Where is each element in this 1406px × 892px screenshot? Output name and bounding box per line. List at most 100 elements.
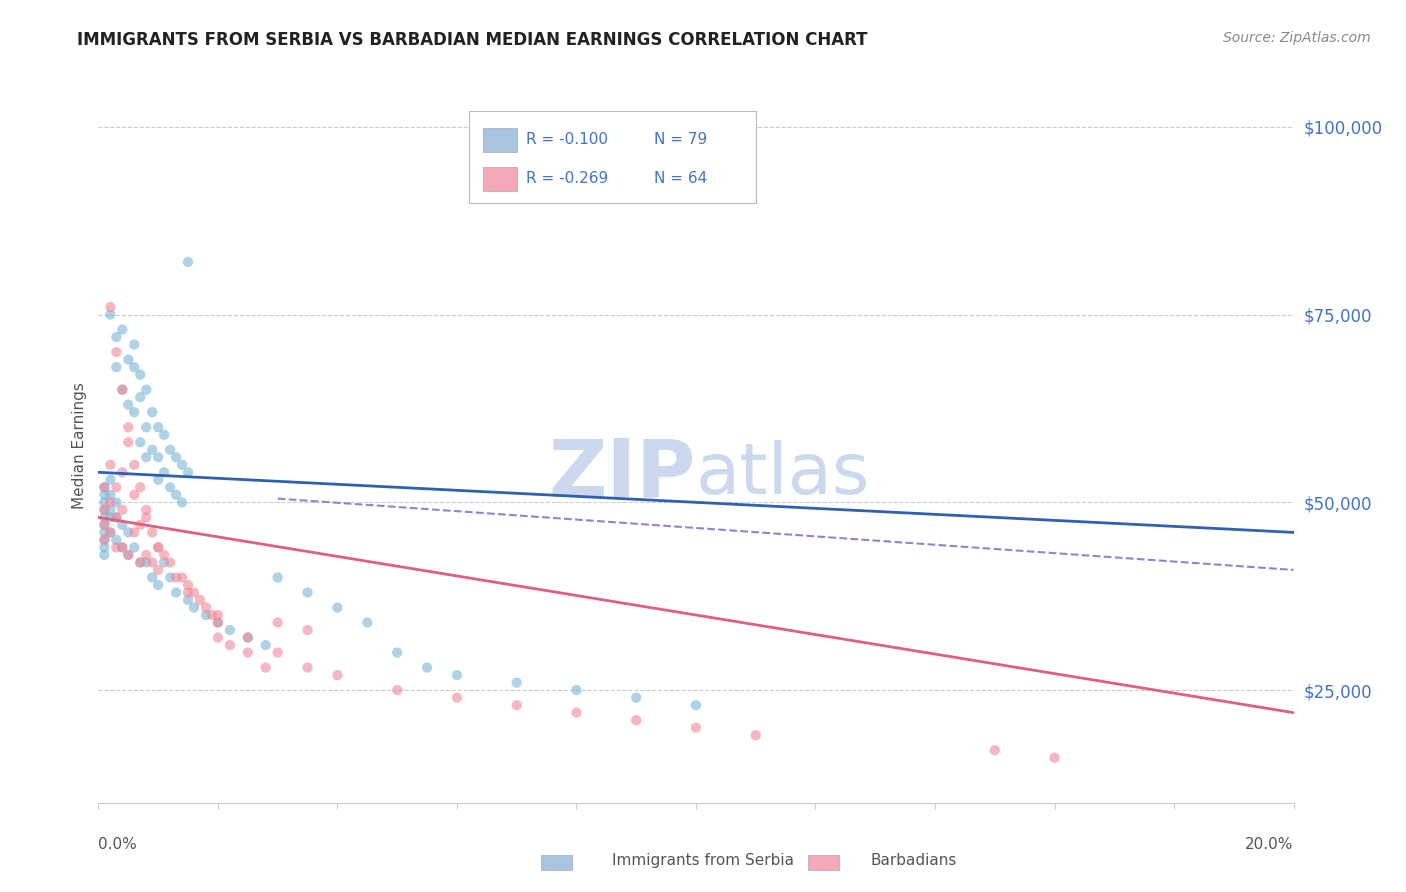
Point	[98, 473, 122, 487]
Point	[117, 525, 139, 540]
Point	[207, 615, 229, 630]
Point	[98, 503, 122, 517]
Point	[105, 495, 128, 509]
Point	[135, 450, 157, 465]
Point	[98, 495, 122, 509]
Point	[141, 405, 163, 419]
Point	[165, 570, 187, 584]
Point	[124, 405, 146, 419]
Point	[385, 646, 409, 660]
Point	[207, 631, 229, 645]
Point	[183, 585, 205, 599]
Point	[129, 435, 152, 450]
Bar	[484, 167, 517, 191]
Point	[111, 465, 134, 479]
Point	[105, 330, 128, 344]
Point	[385, 683, 409, 698]
Point	[117, 548, 139, 562]
Point	[105, 533, 128, 547]
Point	[141, 525, 163, 540]
Point	[111, 503, 134, 517]
Text: R = -0.100: R = -0.100	[526, 132, 609, 146]
Point	[98, 525, 122, 540]
Point	[165, 488, 187, 502]
Point	[98, 300, 122, 314]
Point	[93, 503, 115, 517]
Text: N = 64: N = 64	[654, 171, 707, 186]
Point	[98, 458, 122, 472]
Point	[148, 578, 170, 592]
Point	[165, 585, 187, 599]
Point	[626, 713, 648, 727]
Point	[141, 556, 163, 570]
Point	[105, 480, 128, 494]
Point	[177, 255, 200, 269]
Point	[159, 556, 181, 570]
Point	[207, 607, 229, 622]
Point	[506, 698, 529, 713]
Point	[93, 525, 115, 540]
Point	[129, 556, 152, 570]
Point	[254, 638, 277, 652]
Point	[326, 668, 349, 682]
Point	[124, 337, 146, 351]
Point	[135, 503, 157, 517]
Point	[117, 548, 139, 562]
Text: 0.0%: 0.0%	[98, 838, 138, 852]
Point	[219, 623, 242, 637]
Point	[219, 638, 242, 652]
Point	[159, 570, 181, 584]
Point	[129, 556, 152, 570]
Point	[297, 585, 319, 599]
Text: N = 79: N = 79	[654, 132, 707, 146]
Point	[93, 503, 115, 517]
Text: 20.0%: 20.0%	[1246, 838, 1294, 852]
Point	[984, 743, 1007, 757]
Point	[267, 570, 290, 584]
Point	[111, 383, 134, 397]
Point	[685, 721, 707, 735]
Point	[326, 600, 349, 615]
Point	[98, 510, 122, 524]
Point	[111, 541, 134, 555]
Point	[153, 548, 176, 562]
Point	[129, 390, 152, 404]
Point	[135, 383, 157, 397]
Point	[626, 690, 648, 705]
Point	[236, 631, 259, 645]
Point	[172, 458, 194, 472]
Point	[254, 660, 277, 674]
Point	[111, 541, 134, 555]
Point	[153, 556, 176, 570]
Point	[1043, 750, 1066, 764]
Point	[148, 541, 170, 555]
Point	[93, 517, 115, 532]
Point	[172, 570, 194, 584]
Point	[135, 548, 157, 562]
Point	[141, 442, 163, 457]
Point	[93, 533, 115, 547]
Point	[446, 668, 468, 682]
Point	[165, 450, 187, 465]
Point	[135, 420, 157, 434]
Point	[148, 420, 170, 434]
Point	[98, 525, 122, 540]
Point	[129, 368, 152, 382]
Point	[148, 541, 170, 555]
Point	[201, 607, 224, 622]
Point	[177, 585, 200, 599]
Text: Source: ZipAtlas.com: Source: ZipAtlas.com	[1223, 31, 1371, 45]
Text: Immigrants from Serbia: Immigrants from Serbia	[612, 854, 794, 868]
Point	[105, 360, 128, 375]
Point	[124, 458, 146, 472]
Point	[267, 615, 290, 630]
Point	[177, 465, 200, 479]
Text: R = -0.269: R = -0.269	[526, 171, 609, 186]
Bar	[484, 128, 517, 152]
Point	[117, 420, 139, 434]
Point	[685, 698, 707, 713]
Point	[111, 383, 134, 397]
Point	[148, 450, 170, 465]
Point	[124, 488, 146, 502]
Point	[105, 345, 128, 359]
